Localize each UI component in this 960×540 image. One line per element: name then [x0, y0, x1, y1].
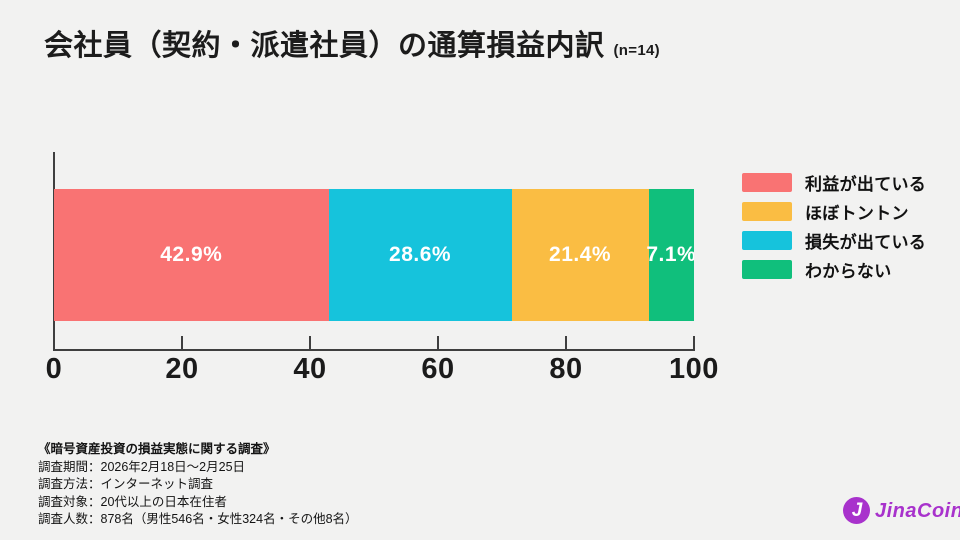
tick-mark — [693, 336, 695, 350]
title-row: 会社員（契約・派遣社員）の通算損益内訳 (n=14) — [44, 30, 660, 63]
legend-row: わからない — [742, 260, 926, 281]
survey-detail-line: 調査方法：インターネット調査 — [38, 477, 214, 492]
jinacoin-logo: J JinaCoin — [843, 497, 960, 524]
bar-segment-label: 28.6% — [389, 243, 452, 266]
tick-label: 80 — [549, 353, 583, 385]
sample-size-label: (n=14) — [613, 42, 660, 60]
x-axis-tick-labels: 0 20 40 60 80 100 — [46, 353, 719, 389]
bar-segment-label: 42.9% — [160, 243, 223, 266]
tick-mark — [309, 336, 311, 350]
survey-detail-line: 調査人数：878名（男性546名・女性324名・その他8名） — [38, 512, 358, 527]
legend: 利益が出ている ほぼトントン 損失が出ている わからない — [742, 173, 926, 289]
bar-segment-label: 21.4% — [549, 243, 612, 266]
legend-label: 利益が出ている — [805, 175, 927, 194]
jinacoin-logo-icon: J — [843, 497, 870, 524]
tick-label: 20 — [165, 353, 199, 385]
legend-row: ほぼトントン — [742, 202, 926, 223]
tick-mark — [181, 336, 183, 350]
bar-segment: 21.4% — [511, 189, 649, 321]
x-axis-ticks — [53, 336, 695, 350]
tick-label: 100 — [669, 353, 719, 385]
tick-label: 0 — [45, 353, 63, 385]
bar-segment: 7.1% — [646, 189, 694, 321]
legend-row: 損失が出ている — [742, 231, 927, 252]
stacked-bar: 42.9% 28.6% 21.4% 7.1% — [54, 189, 694, 321]
survey-detail-line: 調査期間：2026年2月18日〜2月25日 — [38, 459, 246, 474]
survey-title: 《暗号資産投資の損益実態に関する調査》 — [38, 442, 276, 456]
tick-mark — [437, 336, 439, 350]
legend-swatch — [742, 202, 792, 221]
page-title: 会社員（契約・派遣社員）の通算損益内訳 — [44, 30, 605, 62]
bar-segment: 28.6% — [328, 189, 512, 321]
bar-segment-label: 7.1% — [646, 243, 694, 266]
legend-label: わからない — [805, 262, 892, 281]
legend-swatch — [742, 260, 792, 279]
legend-label: ほぼトントン — [805, 204, 909, 223]
tick-mark — [565, 336, 567, 350]
survey-notes: 《暗号資産投資の損益実態に関する調査》 調査期間：2026年2月18日〜2月25日… — [38, 441, 358, 529]
tick-label: 60 — [421, 353, 455, 385]
x-axis-line — [53, 349, 695, 351]
legend-label: 損失が出ている — [805, 233, 927, 252]
tick-label: 40 — [293, 353, 327, 385]
legend-swatch — [742, 231, 792, 250]
legend-swatch — [742, 173, 792, 192]
tick-mark — [53, 336, 55, 350]
logo-text: JinaCoin — [875, 499, 960, 522]
bar-segment: 42.9% — [54, 189, 329, 321]
logo-text-wrap: JinaCoin — [875, 501, 960, 521]
legend-row: 利益が出ている — [742, 173, 927, 194]
survey-detail-line: 調査対象：20代以上の日本在住者 — [38, 494, 227, 509]
